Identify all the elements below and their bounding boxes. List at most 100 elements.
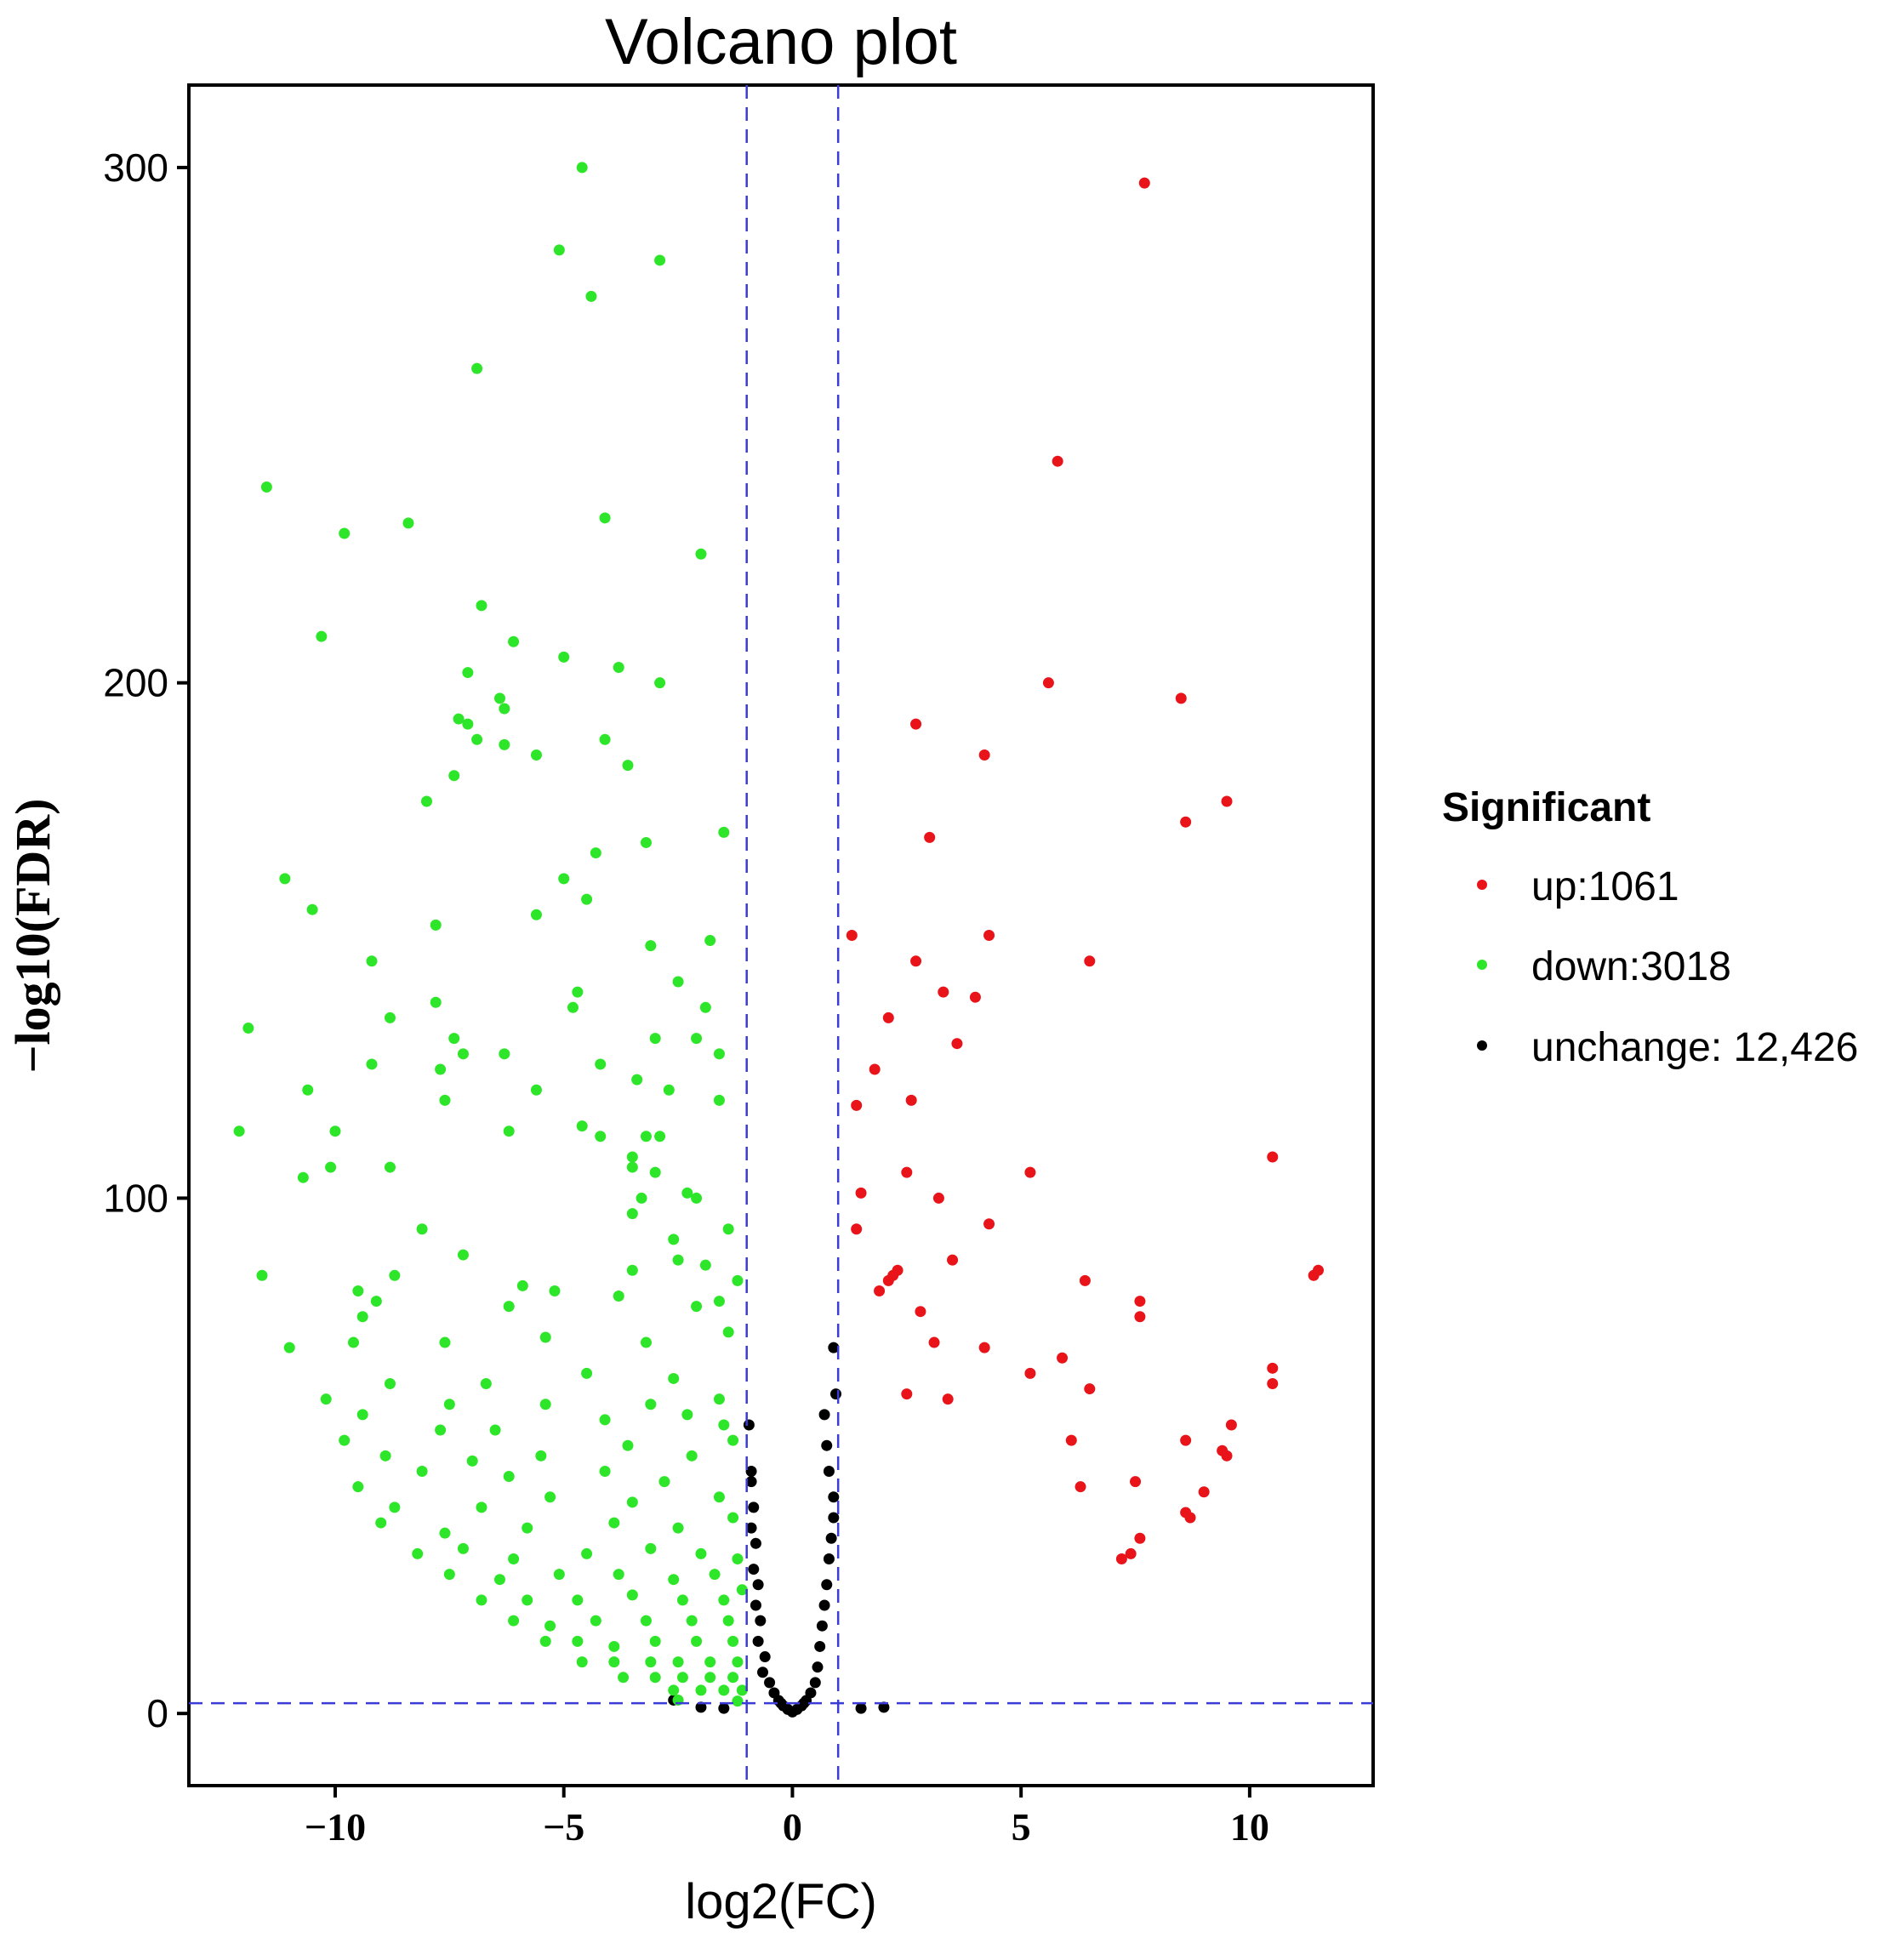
x-tick-label: −10	[305, 1805, 366, 1849]
point-down	[457, 1542, 469, 1554]
point-down	[709, 1569, 721, 1581]
point-down	[430, 919, 442, 931]
point-down	[649, 1166, 661, 1178]
point-up	[1267, 1362, 1279, 1374]
point-up	[942, 1393, 954, 1405]
point-unchange	[823, 1465, 835, 1477]
point-down	[402, 517, 414, 529]
point-unchange	[814, 1640, 826, 1652]
x-axis-label: log2(FC)	[685, 1874, 877, 1929]
point-down	[713, 1048, 725, 1060]
point-down	[448, 770, 460, 782]
point-down	[499, 1048, 510, 1060]
point-down	[676, 1672, 688, 1684]
point-up	[910, 955, 922, 967]
point-down	[283, 1342, 295, 1353]
point-down	[366, 955, 378, 967]
point-down	[530, 909, 542, 920]
point-unchange	[743, 1419, 755, 1431]
point-down	[493, 692, 505, 704]
point-unchange	[825, 1532, 837, 1544]
legend-up-label: up:1061	[1531, 864, 1679, 909]
point-unchange	[759, 1651, 771, 1663]
point-down	[260, 481, 272, 493]
point-down	[654, 254, 666, 266]
point-down	[727, 1512, 739, 1524]
point-up	[915, 1306, 926, 1318]
point-up	[874, 1285, 886, 1296]
point-down	[727, 1434, 739, 1446]
point-down	[558, 873, 570, 885]
y-tick-label: 300	[103, 145, 168, 190]
point-down	[672, 1656, 684, 1668]
point-down	[503, 1125, 515, 1137]
point-down	[681, 1187, 693, 1199]
point-up	[1057, 1352, 1069, 1364]
point-down	[599, 1465, 611, 1477]
point-down	[686, 1450, 698, 1462]
point-down	[590, 1615, 601, 1627]
point-down	[581, 1547, 593, 1559]
point-unchange	[748, 1564, 760, 1575]
point-up	[1052, 455, 1063, 467]
point-up	[1130, 1476, 1142, 1488]
point-unchange	[755, 1615, 767, 1627]
point-down	[608, 1656, 620, 1668]
y-axis-label: −log10(FDR)	[5, 799, 60, 1074]
point-down	[339, 1434, 351, 1446]
point-down	[645, 1399, 657, 1410]
legend-up-marker	[1477, 880, 1487, 890]
point-unchange	[764, 1677, 776, 1689]
point-down	[503, 1301, 515, 1313]
point-down	[558, 651, 570, 663]
point-down	[668, 1234, 680, 1245]
point-up	[1267, 1378, 1279, 1390]
point-unchange	[828, 1491, 840, 1503]
point-down	[539, 1635, 551, 1647]
point-down	[636, 1192, 647, 1204]
point-down	[384, 1011, 396, 1023]
point-down	[325, 1161, 337, 1173]
point-down	[672, 1522, 684, 1534]
point-up	[1065, 1434, 1077, 1446]
point-up	[928, 1336, 940, 1348]
point-down	[471, 733, 483, 745]
point-up	[1075, 1481, 1086, 1493]
point-unchange	[878, 1701, 890, 1713]
point-down	[572, 986, 584, 998]
point-up	[1079, 1274, 1091, 1286]
point-down	[572, 1635, 584, 1647]
point-down	[430, 996, 442, 1008]
point-down	[567, 1001, 579, 1013]
point-unchange	[829, 1388, 841, 1400]
point-down	[722, 1615, 734, 1627]
point-down	[466, 1455, 478, 1467]
point-down	[704, 1672, 716, 1684]
point-down	[718, 1684, 730, 1696]
point-down	[704, 935, 716, 947]
legend-unchange-label: unchange: 12,426	[1531, 1025, 1858, 1070]
point-down	[626, 1589, 638, 1601]
point-down	[590, 847, 601, 859]
point-down	[352, 1481, 364, 1493]
legend-down-label: down:3018	[1531, 944, 1731, 989]
point-up	[1024, 1166, 1036, 1178]
point-down	[631, 1074, 643, 1085]
point-down	[699, 1259, 711, 1271]
point-down	[727, 1672, 739, 1684]
point-down	[581, 893, 593, 905]
point-down	[681, 1409, 693, 1421]
point-down	[233, 1125, 245, 1137]
point-unchange	[855, 1702, 867, 1714]
point-down	[713, 1296, 725, 1308]
point-down	[595, 1131, 607, 1142]
point-up	[901, 1166, 913, 1178]
point-down	[320, 1393, 332, 1405]
point-down	[663, 1084, 675, 1096]
point-up	[983, 930, 995, 941]
point-down	[339, 527, 351, 539]
x-axis: −10 −5 0 5 10	[305, 1786, 1269, 1849]
point-down	[691, 1635, 703, 1647]
point-down	[640, 1131, 652, 1142]
